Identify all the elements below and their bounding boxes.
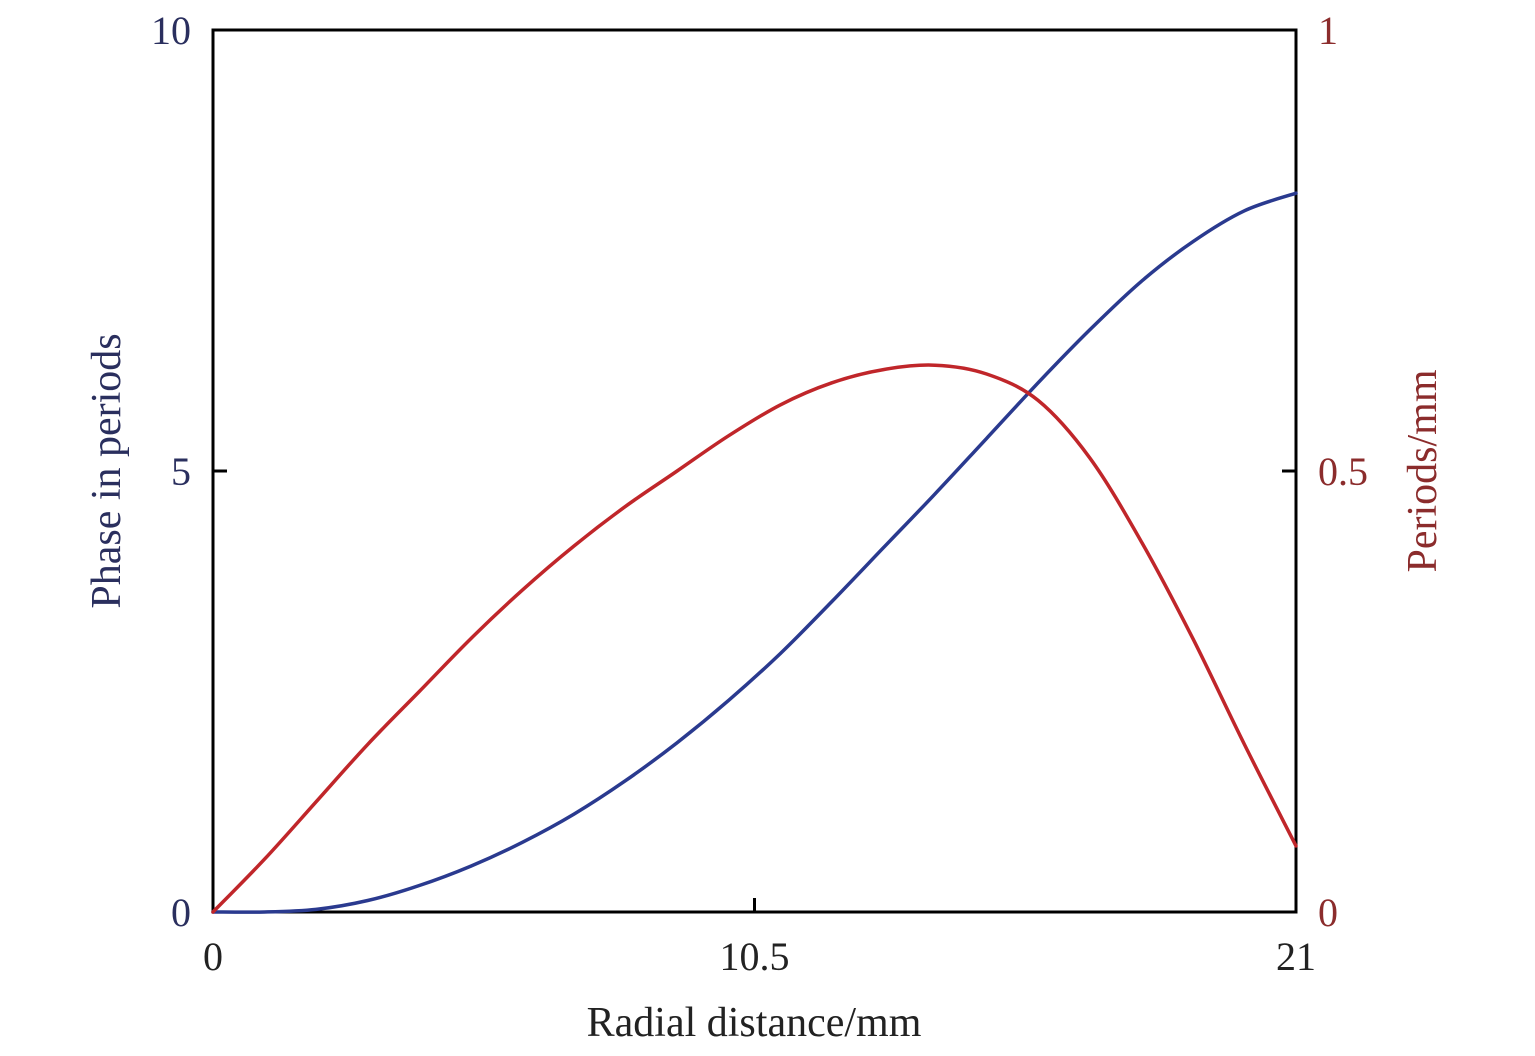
frequency-data-point	[263, 858, 266, 860]
x-tick-label: 0	[203, 934, 223, 979]
phase-data-point	[1088, 329, 1091, 331]
frequency-data-point	[779, 404, 782, 406]
right-y-tick-label: 0	[1318, 890, 1338, 935]
phase-data-point	[779, 652, 782, 655]
phase-data-point	[1037, 382, 1039, 384]
frequency-data-point	[624, 505, 627, 508]
phase-data-point	[1243, 210, 1246, 212]
x-tick-label: 10.5	[720, 934, 790, 979]
frequency-data-point	[882, 368, 885, 371]
phase-data-point	[624, 779, 627, 782]
frequency-data-point	[418, 690, 421, 693]
plot-frame	[211, 28, 1298, 914]
left-y-tick-label: 5	[171, 449, 191, 494]
phase-data-point	[470, 865, 472, 867]
series-layer	[211, 191, 1298, 914]
phase-data-point	[315, 908, 317, 911]
frequency-data-point	[366, 743, 369, 746]
phase-data-point	[934, 493, 936, 495]
right-y-tick-label: 1	[1318, 8, 1338, 53]
frequency-data-point	[1088, 456, 1091, 459]
frequency-data-point	[470, 637, 472, 640]
frequency-data-point	[727, 434, 730, 437]
phase-data-point	[521, 841, 524, 844]
frequency-data-point	[1295, 845, 1297, 847]
frequency-data-point	[521, 589, 524, 591]
phase-data-point	[831, 600, 833, 603]
frequency-series-line	[211, 363, 1298, 914]
left-y-axis-title: Phase in periods	[84, 333, 130, 608]
frequency-data-point	[1192, 637, 1194, 640]
phase-data-point	[985, 437, 988, 440]
phase-data-point	[882, 546, 885, 549]
phase-series-line	[211, 191, 1298, 914]
frequency-data-point	[1140, 540, 1143, 543]
frequency-data-point	[1037, 399, 1039, 402]
frequency-data-point	[985, 373, 988, 375]
frequency-data-point	[934, 364, 936, 366]
right-y-tick-label: 0.5	[1318, 449, 1368, 494]
frequency-data-point	[831, 382, 833, 384]
phase-data-point	[1192, 240, 1194, 243]
left-y-tick-label: 0	[171, 890, 191, 935]
frequency-data-point	[1243, 743, 1246, 746]
phase-data-point	[366, 899, 369, 902]
left-y-tick-label: 10	[151, 8, 191, 53]
frequency-data-point	[315, 800, 317, 803]
phase-data-point	[1140, 280, 1143, 283]
phase-data-point	[573, 813, 575, 815]
phase-data-point	[418, 884, 421, 887]
x-tick-label: 21	[1276, 934, 1316, 979]
frequency-data-point	[212, 911, 214, 913]
frequency-data-point	[573, 545, 575, 547]
frequency-data-point	[676, 470, 678, 472]
right-y-axis-title: Periods/mm	[1400, 369, 1446, 572]
phase-data-point	[1295, 192, 1297, 194]
phase-data-point	[263, 911, 266, 913]
phase-data-point	[676, 741, 678, 744]
phase-data-point	[727, 699, 730, 702]
x-axis-title: Radial distance/mm	[587, 1000, 922, 1046]
